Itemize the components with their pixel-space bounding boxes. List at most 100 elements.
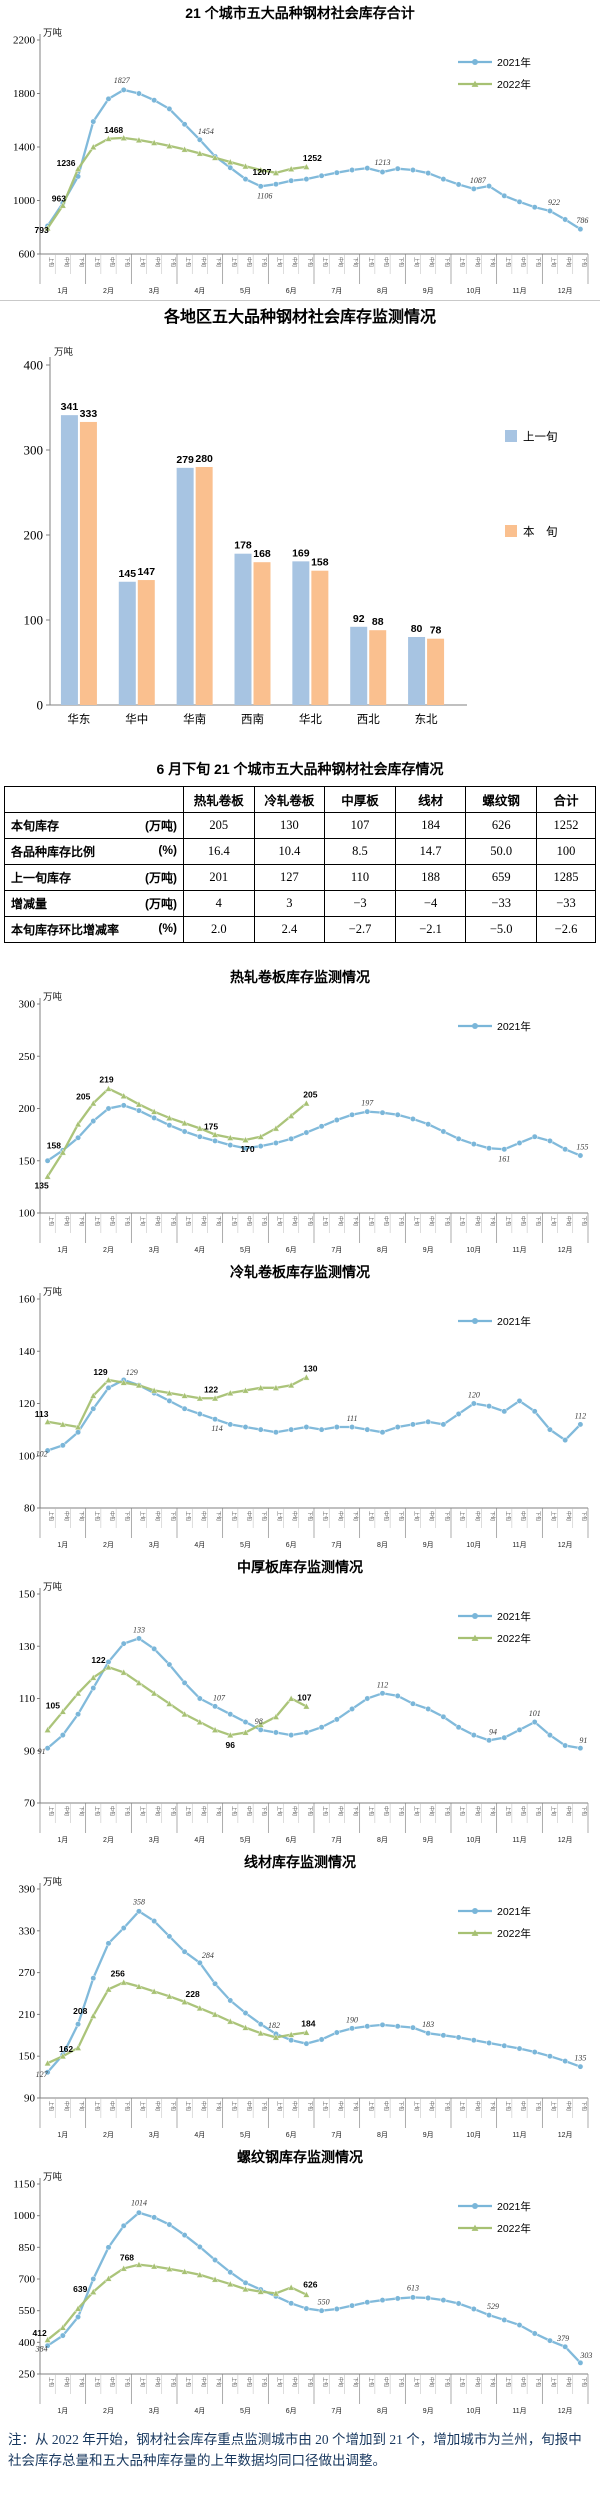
regional-chart-title: 各地区五大品种钢材社会库存监测情况 [163, 309, 436, 326]
row-label: 本旬库存环比增减率 (%) [4, 916, 184, 943]
svg-text:922: 922 [548, 198, 560, 207]
svg-text:178: 178 [234, 540, 252, 552]
svg-text:中旬: 中旬 [474, 2101, 481, 2111]
svg-text:上旬: 上旬 [48, 1216, 55, 1226]
svg-text:上旬: 上旬 [322, 1806, 329, 1816]
table-col-header: 合计 [536, 786, 596, 813]
svg-text:10月: 10月 [466, 287, 481, 295]
svg-text:183: 183 [422, 2020, 434, 2029]
svg-text:中旬: 中旬 [520, 2377, 527, 2387]
table-cell: 50.0 [465, 838, 537, 865]
svg-text:4月: 4月 [194, 1541, 205, 1549]
svg-text:下旬: 下旬 [352, 2101, 359, 2111]
svg-text:中旬: 中旬 [246, 1806, 253, 1816]
svg-text:上旬: 上旬 [550, 1216, 557, 1226]
svg-text:中旬: 中旬 [154, 2377, 161, 2387]
svg-text:133: 133 [133, 1625, 145, 1634]
svg-text:中旬: 中旬 [63, 2377, 70, 2387]
svg-text:上旬: 上旬 [504, 1511, 511, 1521]
section-inventory-table: 6 月下旬 21 个城市五大品种钢材社会库存情况 热轧卷板 冷轧卷板 中厚板 线材 螺纹… [0, 752, 600, 964]
svg-text:中旬: 中旬 [246, 2377, 253, 2387]
y-axis: 150 130 110 90 70 万吨 [19, 1581, 63, 1810]
section-wire-rod: 线材库存监测情况 390 330 270 210 150 90 万吨 上旬 中旬 下旬 上旬 中旬 下旬… [0, 1849, 600, 2144]
svg-text:万吨: 万吨 [43, 27, 63, 39]
svg-text:786: 786 [576, 216, 588, 225]
series-2022年 [44, 1085, 310, 1180]
svg-text:90: 90 [24, 1745, 36, 1757]
svg-text:下旬: 下旬 [169, 1806, 176, 1816]
svg-text:2022年: 2022年 [497, 78, 531, 91]
svg-text:上旬: 上旬 [139, 2377, 146, 2387]
svg-text:112: 112 [377, 1680, 388, 1689]
svg-text:上旬: 上旬 [276, 1806, 283, 1816]
svg-text:上旬: 上旬 [550, 2377, 557, 2387]
svg-text:中旬: 中旬 [565, 2101, 572, 2111]
svg-text:2022年: 2022年 [497, 2222, 531, 2235]
svg-text:1213: 1213 [375, 158, 391, 167]
legend: 2021年 2022年 [458, 56, 531, 91]
svg-text:8月: 8月 [377, 2407, 388, 2415]
svg-text:208: 208 [73, 2006, 87, 2016]
bar-curr-华南 [195, 467, 213, 705]
svg-text:下旬: 下旬 [352, 1806, 359, 1816]
svg-text:270: 270 [19, 1967, 36, 1979]
svg-text:4月: 4月 [194, 1246, 205, 1254]
svg-text:7月: 7月 [331, 287, 342, 295]
svg-text:中旬: 中旬 [63, 1216, 70, 1226]
svg-text:中旬: 中旬 [337, 1216, 344, 1226]
table-cell: 107 [324, 812, 396, 839]
svg-text:1月: 1月 [57, 1836, 68, 1844]
svg-text:万吨: 万吨 [43, 1581, 63, 1593]
svg-text:0: 0 [37, 698, 44, 713]
svg-text:东北: 东北 [415, 713, 438, 726]
svg-text:下旬: 下旬 [124, 257, 131, 267]
svg-text:135: 135 [35, 1180, 49, 1190]
table-col-header: 冷轧卷板 [253, 786, 326, 813]
svg-text:2月: 2月 [103, 2407, 114, 2415]
svg-text:下旬: 下旬 [398, 2101, 405, 2111]
table-row: 本旬库存环比增减率 (%) 2.0 2.4 −2.7 −2.1 −5.0 −2.6 [4, 916, 596, 943]
series-2021年 [44, 1908, 584, 2076]
table-row: 上一旬库存 (万吨) 201 127 110 188 659 1285 [4, 864, 596, 891]
x-axis: 上旬 中旬 下旬 上旬 中旬 下旬 上旬 中旬 下旬 上旬 中旬 下旬 上旬 中旬 下旬 上旬 中旬 下旬 上旬 中旬… [39, 1507, 589, 1549]
svg-text:129: 129 [93, 1367, 107, 1377]
svg-text:5月: 5月 [240, 1541, 251, 1549]
svg-text:184: 184 [301, 2019, 315, 2029]
rebar-chart-title: 螺纹钢库存监测情况 [237, 2149, 363, 2165]
svg-text:5月: 5月 [240, 1246, 251, 1254]
svg-text:中旬: 中旬 [520, 257, 527, 267]
svg-text:1000: 1000 [13, 195, 36, 207]
svg-text:中旬: 中旬 [474, 1511, 481, 1521]
x-axis: 上旬 中旬 下旬 上旬 中旬 下旬 上旬 中旬 下旬 上旬 中旬 下旬 上旬 中旬 下旬 上旬 中旬 下旬 上旬 中旬… [39, 2097, 589, 2139]
table-col-header: 线材 [394, 786, 467, 813]
table-cell: 8.5 [324, 838, 396, 865]
svg-text:2021年: 2021年 [497, 1905, 531, 1918]
svg-text:1014: 1014 [131, 2199, 147, 2208]
svg-text:中旬: 中旬 [383, 257, 390, 267]
series-2022年 [44, 1373, 310, 1430]
svg-text:中旬: 中旬 [154, 1806, 161, 1816]
svg-text:168: 168 [253, 548, 271, 560]
table-cell: −33 [536, 890, 596, 917]
svg-text:2021年: 2021年 [497, 1020, 531, 1033]
table-cell: 188 [394, 864, 467, 891]
svg-text:8月: 8月 [377, 2131, 388, 2139]
svg-text:上旬: 上旬 [139, 1511, 146, 1521]
svg-text:228: 228 [186, 1989, 200, 1999]
svg-text:94: 94 [489, 1727, 497, 1736]
svg-text:下旬: 下旬 [124, 1216, 131, 1226]
x-axis: 上旬 中旬 下旬 上旬 中旬 下旬 上旬 中旬 下旬 上旬 中旬 下旬 上旬 中旬 下旬 上旬 中旬 下旬 上旬 中旬… [39, 1212, 589, 1254]
svg-text:下旬: 下旬 [443, 1216, 450, 1226]
svg-text:下旬: 下旬 [489, 1806, 496, 1816]
x-axis: 上旬 中旬 下旬 上旬 中旬 下旬 上旬 中旬 下旬 上旬 中旬 下旬 上旬 中旬 下旬 上旬 中旬 下旬 上旬 中旬… [39, 253, 589, 295]
hot-rolled-chart-title: 热轧卷板库存监测情况 [230, 969, 370, 985]
svg-text:160: 160 [19, 1294, 36, 1306]
y-axis: 300 250 200 150 100 万吨 [19, 991, 63, 1220]
series-2021年 [44, 86, 584, 233]
svg-text:70: 70 [24, 1798, 36, 1810]
svg-text:中旬: 中旬 [246, 2101, 253, 2111]
svg-text:中旬: 中旬 [200, 2377, 207, 2387]
svg-text:130: 130 [303, 1363, 317, 1373]
svg-text:上旬: 上旬 [230, 2377, 237, 2387]
svg-text:华中: 华中 [125, 712, 148, 726]
